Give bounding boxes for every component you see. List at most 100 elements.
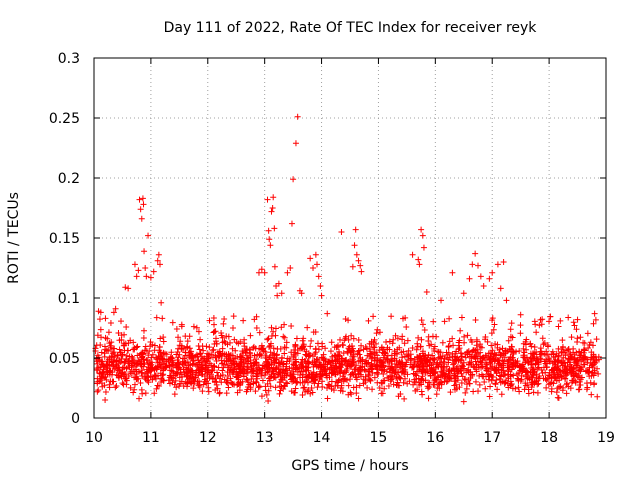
data-point <box>196 384 203 391</box>
data-point <box>284 269 291 276</box>
data-point <box>296 364 303 371</box>
data-point <box>367 348 374 355</box>
data-point <box>542 369 549 376</box>
data-point <box>101 382 108 389</box>
data-point <box>270 345 277 352</box>
data-point <box>491 321 498 328</box>
data-point <box>398 359 405 366</box>
data-point <box>434 385 441 392</box>
data-point <box>183 343 190 350</box>
data-point <box>119 380 126 387</box>
data-point <box>508 381 515 388</box>
data-point <box>241 340 248 347</box>
data-point <box>122 284 129 291</box>
data-point <box>225 333 232 340</box>
data-point <box>104 335 111 342</box>
data-point <box>219 360 226 367</box>
data-point <box>208 373 215 380</box>
data-point <box>563 390 570 397</box>
data-point <box>395 382 401 389</box>
data-point <box>176 351 183 358</box>
data-point <box>227 339 234 346</box>
data-point <box>187 372 194 379</box>
data-point <box>418 317 425 324</box>
data-point <box>150 268 157 275</box>
data-point <box>577 334 584 341</box>
data-point <box>441 364 448 371</box>
data-point <box>345 382 352 389</box>
data-point <box>357 354 364 361</box>
data-point <box>186 349 193 356</box>
data-point <box>560 354 567 361</box>
data-point <box>436 361 443 368</box>
data-point <box>557 372 564 379</box>
data-point <box>475 388 482 395</box>
data-point <box>400 348 407 355</box>
data-point <box>533 329 540 336</box>
data-point <box>250 380 257 387</box>
data-point <box>151 390 158 397</box>
data-point <box>121 331 128 338</box>
data-point <box>572 356 579 363</box>
data-point <box>384 344 391 351</box>
data-point <box>216 390 223 397</box>
data-point <box>460 365 467 372</box>
data-point <box>348 391 355 398</box>
data-point <box>211 362 218 369</box>
data-point <box>241 370 248 377</box>
data-point <box>133 370 140 377</box>
data-point <box>131 358 138 365</box>
data-point <box>190 385 197 392</box>
data-point <box>147 343 154 350</box>
data-point <box>327 348 334 355</box>
data-point <box>520 352 527 359</box>
data-point <box>429 333 436 340</box>
data-point <box>250 362 257 369</box>
data-point <box>314 261 321 268</box>
data-point <box>424 358 431 365</box>
data-point <box>283 358 290 365</box>
data-point <box>358 268 365 275</box>
data-point <box>402 375 409 382</box>
data-point <box>449 351 456 358</box>
data-point <box>231 361 238 368</box>
data-point <box>532 360 539 367</box>
data-point <box>507 326 514 333</box>
data-point <box>417 343 424 350</box>
data-point <box>425 395 432 402</box>
data-point <box>265 335 272 342</box>
data-point <box>545 355 552 362</box>
data-point <box>536 322 543 329</box>
data-point <box>388 376 395 383</box>
data-point <box>319 383 326 390</box>
data-point <box>255 269 262 276</box>
data-points <box>92 113 602 405</box>
data-point <box>458 353 465 360</box>
data-point <box>357 373 364 380</box>
data-point <box>554 357 561 364</box>
data-point <box>531 343 538 350</box>
data-point <box>339 388 346 395</box>
x-tick-label: 16 <box>426 430 444 446</box>
data-point <box>122 358 129 365</box>
data-point <box>105 329 112 336</box>
data-point <box>264 364 271 371</box>
data-point <box>134 360 141 367</box>
data-point <box>554 385 561 392</box>
data-point <box>555 395 562 402</box>
data-point <box>234 353 241 360</box>
data-point <box>489 315 496 322</box>
x-axis-label: GPS time / hours <box>291 458 408 474</box>
data-point <box>482 334 489 341</box>
data-point <box>330 370 337 377</box>
data-point <box>558 346 565 353</box>
data-point <box>423 289 430 295</box>
data-point <box>517 311 524 318</box>
data-point <box>369 386 376 393</box>
data-point <box>229 345 236 352</box>
x-tick-label: 11 <box>142 430 160 446</box>
data-point <box>123 365 130 372</box>
data-point <box>141 248 148 255</box>
data-point <box>371 374 378 381</box>
data-point <box>430 318 437 325</box>
